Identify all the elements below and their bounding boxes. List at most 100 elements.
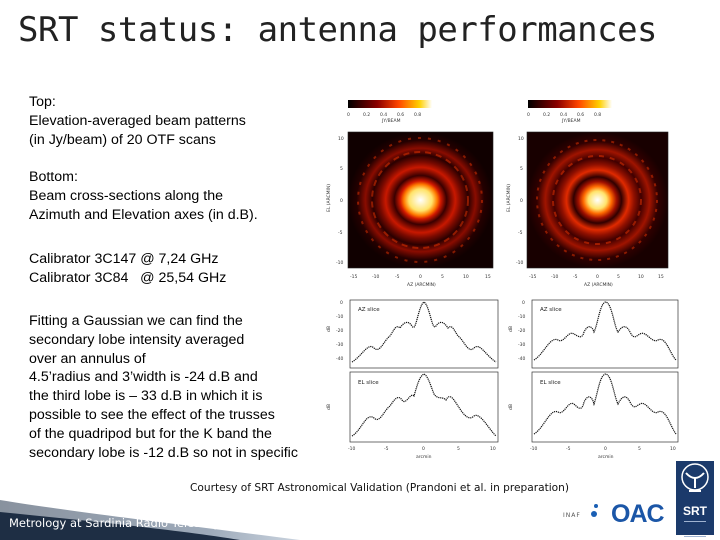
el-slice-plot-25ghz xyxy=(531,371,679,443)
fit-line-6: possible to see the effect of the trusse… xyxy=(29,406,275,423)
map-right-ytick: -5 xyxy=(518,230,523,236)
el-left-xlabel: arcmin xyxy=(416,454,432,460)
az-left-ytick: 0 xyxy=(340,300,343,306)
fit-line-4: 4.5’radius and 3’width is -24 d.B and xyxy=(29,369,258,386)
bottom-description: Bottom: Beam cross-sections along the Az… xyxy=(29,168,258,224)
az-right-ytick: 0 xyxy=(522,300,525,306)
cbar-left-tick: 0 xyxy=(347,112,350,118)
cbar-right-tick: 0.2 xyxy=(543,112,550,118)
el-right-xtick: -5 xyxy=(566,446,571,452)
map-right-xtick: -10 xyxy=(551,274,558,280)
footer-title: Metrology at Sardinia Radio Telescope xyxy=(9,516,228,530)
az-slice-label-left: AZ slice xyxy=(358,307,380,313)
map-left-ytick: -10 xyxy=(336,260,343,266)
az-left-ylabel: dB xyxy=(326,326,332,332)
cbar-left-label: JY/BEAM xyxy=(381,118,401,124)
calibrator-1: Calibrator 3C147 @ 7,24 GHz xyxy=(29,251,219,267)
courtesy-note: Courtesy of SRT Astronomical Validation … xyxy=(190,482,570,494)
map-left-xtick: -5 xyxy=(395,274,400,280)
el-right-xlabel: arcmin xyxy=(598,454,614,460)
top-heading: Top: xyxy=(29,94,56,110)
cbar-right-tick: 0.6 xyxy=(577,112,584,118)
map-left-xlabel: AZ (ARCMIN) xyxy=(407,282,436,288)
el-slice-label-left: EL slice xyxy=(358,380,379,386)
el-left-xtick: 10 xyxy=(490,446,496,452)
srt-logo: SRT xyxy=(676,461,714,537)
el-left-xtick: -5 xyxy=(384,446,389,452)
az-slice-label-right: AZ slice xyxy=(540,307,562,313)
map-left-xtick: -15 xyxy=(350,274,357,280)
fit-line-1: Fitting a Gaussian we can find the xyxy=(29,313,243,329)
az-slice-curve-7ghz xyxy=(351,301,497,363)
map-right-xtick: 10 xyxy=(638,274,644,280)
cbar-left-tick: 0.4 xyxy=(380,112,387,118)
el-slice-curve-25ghz xyxy=(533,373,677,435)
beam-slices-figure: AZ slice EL slice dB 0 -10 -20 -30 -40 d… xyxy=(326,299,679,460)
map-right-ytick: 0 xyxy=(520,198,523,204)
map-left-ytick: -5 xyxy=(338,230,343,236)
top-description: Top: Elevation-averaged beam patterns (i… xyxy=(29,93,246,149)
az-left-ytick: -20 xyxy=(336,328,343,334)
map-left-xtick: 15 xyxy=(485,274,491,280)
map-left-ytick: 10 xyxy=(338,136,344,142)
az-right-ytick: -10 xyxy=(518,314,525,320)
radio-dish-icon xyxy=(681,463,709,492)
inaf-dots-icon xyxy=(591,504,598,517)
cbar-right-label: JY/BEAM xyxy=(561,118,581,124)
map-right-xtick: -5 xyxy=(573,274,578,280)
calibrator-2: Calibrator 3C84 @ 25,54 GHz xyxy=(29,269,227,286)
beam-maps-figure: 0 0.2 0.4 0.6 0.8 JY/BEAM 0 0.2 0.4 0.6 … xyxy=(326,100,669,288)
cbar-left-tick: 0.8 xyxy=(414,112,421,118)
map-right-ytick: 10 xyxy=(518,136,524,142)
cbar-right-tick: 0 xyxy=(527,112,530,118)
fit-line-3: over an annulus of xyxy=(29,350,146,367)
gaussian-fit-text: Fitting a Gaussian we can find the secon… xyxy=(29,312,298,462)
map-left-xtick: 5 xyxy=(441,274,444,280)
az-slice-plot-25ghz xyxy=(531,299,679,369)
map-left-xtick: 0 xyxy=(419,274,422,280)
map-left-xtick: 10 xyxy=(463,274,469,280)
top-line-1: Elevation-averaged beam patterns xyxy=(29,112,246,129)
az-left-ytick: -10 xyxy=(336,314,343,320)
map-right-xtick: 0 xyxy=(596,274,599,280)
el-slice-curve-7ghz xyxy=(351,373,497,437)
az-right-ytick: -20 xyxy=(518,328,525,334)
cbar-right-tick: 0.4 xyxy=(560,112,567,118)
map-left-ytick: 0 xyxy=(340,198,343,204)
cbar-right-tick: 0.8 xyxy=(594,112,601,118)
el-left-xtick: -10 xyxy=(348,446,355,452)
srt-logo-text: SRT xyxy=(683,504,707,518)
el-right-xtick: 0 xyxy=(604,446,607,452)
colorbar-right xyxy=(528,100,612,108)
az-slice-curve-25ghz xyxy=(533,301,677,361)
bottom-line-1: Beam cross-sections along the xyxy=(29,187,223,204)
fit-line-8: secondary lobe is -12 d.B so not in spec… xyxy=(29,444,298,461)
az-slice-plot-7ghz xyxy=(349,299,499,369)
map-left-xtick: -10 xyxy=(372,274,379,280)
el-left-xtick: 0 xyxy=(422,446,425,452)
el-right-xtick: 10 xyxy=(670,446,676,452)
el-right-ylabel: dB xyxy=(508,404,514,410)
inaf-logo: INAF xyxy=(563,512,581,519)
el-slice-plot-7ghz xyxy=(349,371,499,443)
srt-logo-rule xyxy=(684,521,706,537)
fit-line-7: of the quadripod but for the K band the xyxy=(29,425,272,442)
map-right-xlabel: AZ (ARCMIN) xyxy=(584,282,613,288)
map-right-ytick: 5 xyxy=(520,166,523,172)
cbar-left-tick: 0.6 xyxy=(397,112,404,118)
map-right-ylabel: EL (ARCMIN) xyxy=(506,184,512,212)
map-right-xtick: 15 xyxy=(658,274,664,280)
map-left-ytick: 5 xyxy=(340,166,343,172)
cbar-left-tick: 0.2 xyxy=(363,112,370,118)
beam-map-25ghz xyxy=(526,131,669,269)
el-right-xtick: 5 xyxy=(638,446,641,452)
az-left-ytick: -30 xyxy=(336,342,343,348)
fit-line-5: the third lobe is – 33 d.B in which it i… xyxy=(29,388,263,405)
map-right-ytick: -10 xyxy=(516,260,523,266)
el-left-ylabel: dB xyxy=(326,404,332,410)
calibrator-list: Calibrator 3C147 @ 7,24 GHz Calibrator 3… xyxy=(29,250,226,288)
az-right-ytick: -40 xyxy=(518,356,525,362)
map-left-ylabel: EL (ARCMIN) xyxy=(326,184,332,212)
oac-logo: OAC xyxy=(611,500,665,528)
fit-line-2: secondary lobe intensity averaged xyxy=(29,331,245,348)
